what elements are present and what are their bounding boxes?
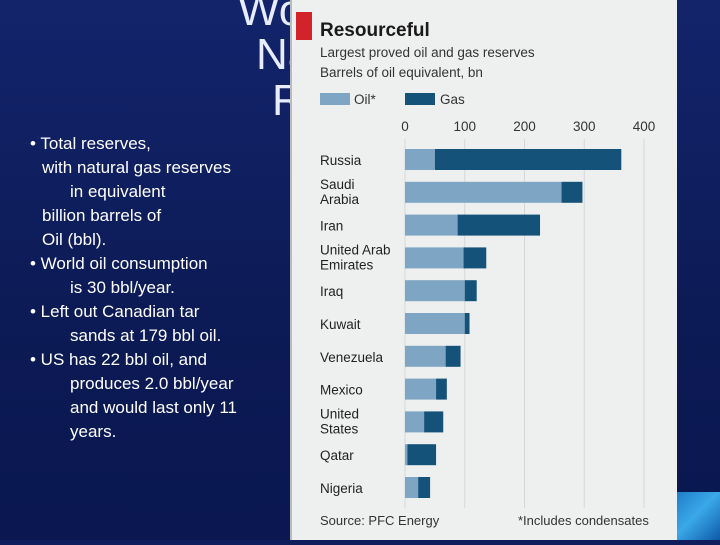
bar-gas [436, 378, 447, 400]
bar-gas [464, 280, 477, 302]
x-tick-label: 200 [513, 119, 536, 134]
bullet-line: • World oil consumption [30, 254, 208, 273]
decorative-corner [670, 492, 720, 540]
bullet-line: sands at 179 bbl oil. [70, 326, 222, 345]
x-tick-label: 300 [573, 119, 596, 134]
bar-oil [405, 214, 458, 236]
category-label: Nigeria [320, 481, 363, 496]
chart-source: Source: PFC Energy [320, 513, 440, 528]
reserves-chart: Resourceful Largest proved oil and gas r… [296, 12, 656, 528]
bullet-line: years. [70, 422, 117, 441]
bullet-line: • Left out Canadian tar [30, 302, 200, 321]
legend-gas-swatch [405, 93, 435, 105]
bullet-line: and would last only 11 [70, 398, 237, 417]
bullet-line: in equivalent [70, 182, 166, 201]
bullet-line: Oil (bbl). [42, 230, 107, 249]
bar-gas [407, 444, 437, 466]
category-label: United Arab Emirates [320, 242, 391, 272]
bar-oil [405, 181, 562, 203]
chart-footnote: *Includes condensates [518, 513, 649, 528]
legend-oil-label: Oil* [354, 92, 376, 107]
bar-gas [418, 477, 431, 498]
bar-oil [405, 444, 408, 466]
bullet-line: produces 2.0 bbl/year [70, 374, 234, 393]
bar-oil [405, 345, 446, 367]
category-label: Kuwait [320, 317, 361, 332]
category-label: Qatar [320, 448, 354, 463]
bar-gas [457, 214, 541, 236]
category-label: Saudi Arabia [320, 177, 360, 207]
x-tick-label: 100 [453, 119, 476, 134]
bar-gas [463, 247, 487, 269]
bullet-line: with natural gas reserves [42, 158, 231, 177]
bar-oil [405, 378, 437, 400]
bar-oil [405, 149, 435, 170]
bar-oil [405, 280, 465, 302]
legend-gas-label: Gas [440, 92, 465, 107]
category-label: Iraq [320, 284, 343, 299]
bar-gas [464, 313, 470, 334]
bar-oil [405, 313, 465, 334]
category-label: Iran [320, 219, 343, 234]
bullet-line: • Total reserves, [30, 134, 151, 153]
chart-unit-label: Barrels of oil equivalent, bn [320, 65, 483, 80]
chart-title: Resourceful [320, 20, 430, 41]
category-label: Mexico [320, 383, 363, 398]
category-label: Venezuela [320, 350, 384, 365]
bullet-list: • Total reserves, with natural gas reser… [30, 132, 280, 444]
bar-gas [445, 345, 461, 367]
category-label: Russia [320, 153, 362, 168]
chart-subtitle: Largest proved oil and gas reserves [320, 45, 535, 60]
legend-oil-swatch [320, 93, 350, 105]
bar-gas [424, 411, 444, 433]
category-label: United States [320, 406, 359, 436]
chart-panel: Resourceful Largest proved oil and gas r… [290, 0, 677, 540]
x-tick-label: 400 [633, 119, 656, 134]
bullet-line: billion barrels of [42, 206, 162, 225]
bullet-line: is 30 bbl/year. [70, 278, 175, 297]
bar-oil [405, 247, 464, 269]
bar-oil [405, 477, 419, 498]
x-tick-label: 0 [401, 119, 409, 134]
bar-gas [561, 181, 583, 203]
chart-red-tag [296, 12, 312, 40]
bar-oil [405, 411, 425, 433]
bar-gas [434, 149, 622, 170]
bullet-line: • US has 22 bbl oil, and [30, 350, 208, 369]
